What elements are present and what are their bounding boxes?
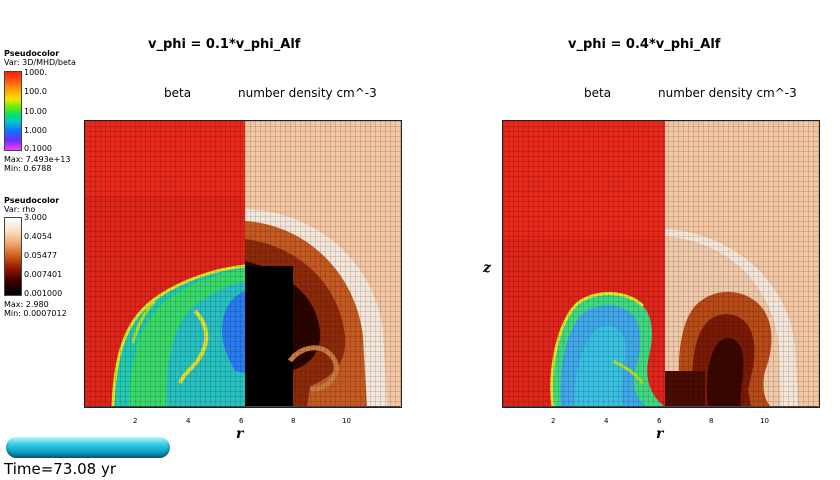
plot-1-image[interactable]	[84, 120, 402, 408]
plot-2-right-label: number density cm^-3	[658, 86, 797, 100]
plot-1-xtick-10: 10	[342, 417, 351, 425]
plot-2-xtick-6: 6	[657, 417, 662, 425]
rho-legend-type: Pseudocolor	[4, 196, 60, 205]
rho-tick-2: 0.05477	[24, 251, 58, 260]
plot-2-left-label: beta	[584, 86, 612, 100]
rho-tick-1: 0.4054	[24, 232, 52, 241]
plot-2-y-axis-label: z	[483, 260, 491, 276]
beta-legend-max: Max: 7.493e+13	[4, 155, 71, 164]
plot-1-right-label: number density cm^-3	[238, 86, 377, 100]
beta-tick-3: 1.000	[24, 126, 47, 135]
beta-tick-1: 100.0	[24, 87, 47, 96]
rho-tick-0: 3.000	[24, 213, 47, 222]
rho-tick-3: 0.007401	[24, 270, 63, 279]
plot-1-xtick-8: 8	[291, 417, 296, 425]
plot-2-xtick-8: 8	[709, 417, 714, 425]
plot-2-title: v_phi = 0.4*v_phi_Alf	[568, 37, 721, 52]
beta-legend-min: Min: 0.6788	[4, 164, 52, 173]
rho-legend-max: Max: 2.980	[4, 300, 49, 309]
plot-1-x-axis-label: r	[236, 426, 244, 442]
rho-colorbar	[4, 217, 22, 296]
rho-legend-var: Var: rho	[4, 205, 36, 214]
plot-2-x-axis-label: r	[656, 426, 664, 442]
plot-2-xtick-4: 4	[604, 417, 609, 425]
rho-legend-min: Min: 0.0007012	[4, 309, 67, 318]
plot-1-xtick-6: 6	[239, 417, 244, 425]
time-slider[interactable]	[6, 437, 170, 458]
plot-2-image[interactable]	[502, 120, 820, 408]
beta-tick-4: 0.1000	[24, 144, 52, 153]
plot-1-title: v_phi = 0.1*v_phi_Alf	[148, 37, 301, 52]
beta-tick-2: 10.00	[24, 107, 47, 116]
beta-tick-0: 1000.	[24, 68, 47, 77]
beta-legend-var: Var: 3D/MHD/beta	[4, 58, 76, 67]
plot-1-xtick-2: 2	[133, 417, 138, 425]
plot-1-left-label: beta	[164, 86, 192, 100]
plot-2-xtick-2: 2	[551, 417, 556, 425]
plot-2-field	[503, 121, 819, 407]
time-label: Time=73.08 yr	[4, 460, 117, 478]
beta-colorbar	[4, 71, 22, 151]
beta-legend-type: Pseudocolor	[4, 49, 60, 58]
plot-1-field	[85, 121, 401, 407]
plot-2-xtick-10: 10	[760, 417, 769, 425]
rho-tick-4: 0.001000	[24, 289, 63, 298]
plot-1-xtick-4: 4	[186, 417, 191, 425]
